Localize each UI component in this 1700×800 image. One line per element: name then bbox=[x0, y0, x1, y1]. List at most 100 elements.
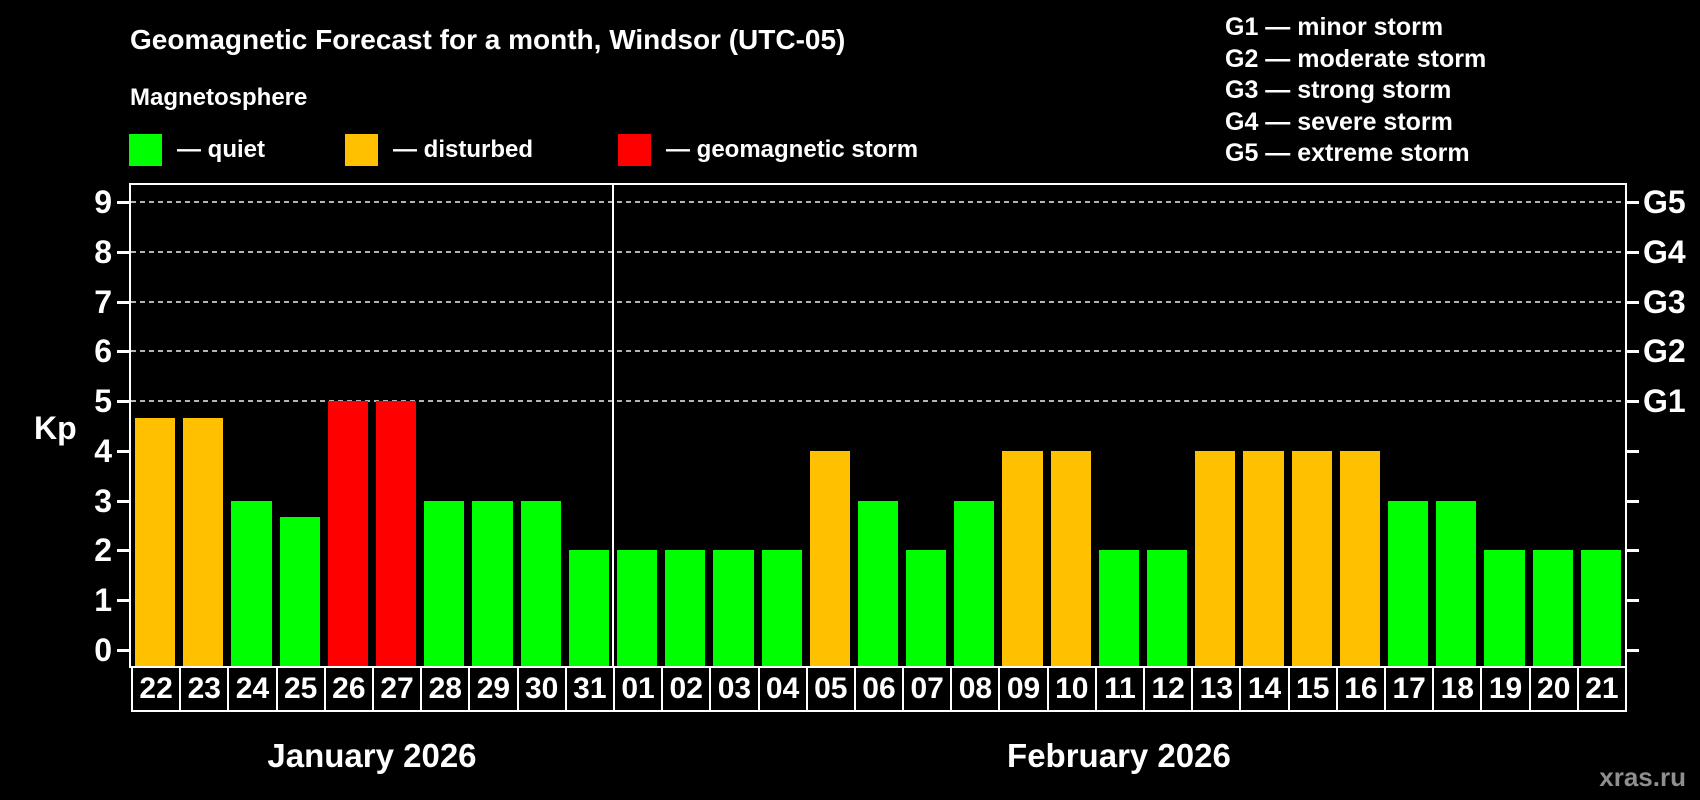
legend-label-disturbed: — disturbed bbox=[393, 135, 534, 163]
day-label-box: 21 bbox=[1576, 666, 1627, 712]
kp-bar-day-10 bbox=[1050, 450, 1091, 666]
y-axis-tick-right-4 bbox=[1627, 449, 1639, 453]
day-label-box: 12 bbox=[1143, 666, 1194, 712]
storm-color-swatch bbox=[618, 133, 651, 166]
y-axis-label-1: 1 bbox=[94, 582, 112, 619]
g-scale-label-G4: G4 bbox=[1643, 233, 1686, 270]
quiet-color-swatch bbox=[129, 133, 162, 166]
kp-bar-day-04 bbox=[761, 550, 802, 666]
y-axis-tick-right-2 bbox=[1627, 549, 1639, 553]
y-axis-tick-left-2 bbox=[117, 549, 129, 553]
y-axis-tick-left-5 bbox=[117, 400, 129, 404]
day-label-box: 04 bbox=[757, 666, 808, 712]
y-axis-tick-left-3 bbox=[117, 499, 129, 503]
y-axis-tick-right-9 bbox=[1627, 200, 1639, 204]
day-label-box: 23 bbox=[179, 666, 230, 712]
legend-item-quiet: — quiet bbox=[129, 133, 265, 166]
legend-item-disturbed: — disturbed bbox=[345, 133, 533, 166]
grid-line-kp-9 bbox=[131, 200, 1625, 203]
kp-bar-day-02 bbox=[665, 550, 706, 666]
y-axis-tick-left-1 bbox=[117, 599, 129, 603]
bar-state-legend: — quiet — disturbed — geomagnetic storm bbox=[0, 133, 1100, 169]
storm-scale-line-g4: G4 — severe storm bbox=[1225, 107, 1453, 136]
day-label-box: 28 bbox=[420, 666, 471, 712]
kp-bar-day-26 bbox=[327, 401, 368, 666]
grid-line-kp-6 bbox=[131, 350, 1625, 353]
day-label-box: 03 bbox=[709, 666, 760, 712]
kp-bar-day-08 bbox=[954, 500, 995, 666]
y-axis-tick-right-1 bbox=[1627, 599, 1639, 603]
kp-bar-day-14 bbox=[1243, 450, 1284, 666]
month-divider-line bbox=[611, 183, 614, 668]
kp-bar-day-15 bbox=[1291, 450, 1332, 666]
y-axis-tick-right-6 bbox=[1627, 350, 1639, 354]
y-axis-tick-left-7 bbox=[117, 300, 129, 304]
day-label-box: 31 bbox=[564, 666, 615, 712]
storm-scale-line-g2: G2 — moderate storm bbox=[1225, 44, 1487, 73]
y-axis-tick-right-0 bbox=[1627, 649, 1639, 652]
month-label-february: February 2026 bbox=[1007, 737, 1231, 774]
y-axis-label-7: 7 bbox=[94, 283, 112, 320]
plot-border-right bbox=[1625, 183, 1627, 668]
storm-scale-legend: G1 — minor storm G2 — moderate storm G3 — … bbox=[1225, 12, 1486, 170]
y-axis-label-6: 6 bbox=[94, 333, 112, 370]
day-label-box: 20 bbox=[1528, 666, 1579, 712]
kp-bar-day-13 bbox=[1195, 450, 1236, 666]
kp-bar-day-25 bbox=[279, 517, 320, 666]
legend-item-storm: — geomagnetic storm bbox=[618, 133, 918, 166]
y-axis-label-3: 3 bbox=[94, 482, 112, 519]
y-axis-title: Kp bbox=[34, 410, 77, 446]
kp-bar-day-07 bbox=[906, 550, 947, 666]
kp-bar-day-11 bbox=[1098, 550, 1140, 666]
plot-border-left bbox=[129, 183, 131, 668]
y-axis-tick-left-6 bbox=[117, 350, 129, 354]
y-axis-tick-right-5 bbox=[1627, 400, 1639, 404]
day-label-box: 27 bbox=[371, 666, 423, 712]
g-scale-label-G5: G5 bbox=[1643, 183, 1686, 220]
kp-bar-day-22 bbox=[135, 417, 176, 666]
day-label-box: 15 bbox=[1287, 666, 1338, 712]
day-label-box: 07 bbox=[902, 666, 953, 712]
y-axis-tick-right-7 bbox=[1627, 300, 1639, 304]
day-label-box: 11 bbox=[1094, 666, 1146, 712]
y-axis-label-5: 5 bbox=[94, 383, 112, 420]
y-axis-tick-left-9 bbox=[117, 200, 129, 204]
day-label-box: 14 bbox=[1239, 666, 1290, 712]
kp-bar-day-24 bbox=[231, 500, 272, 666]
kp-bar-day-16 bbox=[1339, 450, 1381, 666]
kp-bar-day-29 bbox=[472, 500, 513, 666]
day-label-box: 26 bbox=[323, 666, 374, 712]
chart-subtitle: Magnetosphere bbox=[130, 84, 308, 111]
y-axis-tick-left-0 bbox=[117, 649, 129, 652]
g-scale-label-G2: G2 bbox=[1643, 333, 1686, 370]
kp-bar-day-28 bbox=[424, 500, 465, 666]
legend-label-quiet: — quiet bbox=[177, 135, 265, 163]
kp-bar-day-06 bbox=[857, 500, 899, 666]
y-axis-tick-left-8 bbox=[117, 250, 129, 254]
watermark: xras.ru bbox=[1599, 762, 1686, 792]
day-label-box: 05 bbox=[805, 666, 856, 712]
day-label-box: 01 bbox=[612, 666, 664, 712]
chart-title: Geomagnetic Forecast for a month, Windso… bbox=[130, 24, 846, 55]
y-axis-label-2: 2 bbox=[94, 532, 112, 569]
disturbed-color-swatch bbox=[345, 133, 378, 166]
g-scale-label-G3: G3 bbox=[1643, 283, 1686, 320]
kp-bar-day-05 bbox=[809, 450, 850, 666]
day-label-box: 22 bbox=[131, 666, 182, 712]
legend-label-storm: — geomagnetic storm bbox=[666, 135, 919, 163]
y-axis-label-8: 8 bbox=[94, 233, 112, 270]
y-axis-label-0: 0 bbox=[94, 632, 112, 668]
kp-bar-day-20 bbox=[1532, 550, 1573, 666]
kp-bar-day-17 bbox=[1388, 500, 1429, 666]
kp-bar-day-31 bbox=[568, 550, 609, 666]
grid-line-kp-7 bbox=[131, 300, 1625, 303]
kp-bar-day-21 bbox=[1580, 550, 1621, 666]
kp-bar-day-09 bbox=[1002, 450, 1043, 666]
day-label-box: 08 bbox=[950, 666, 1001, 712]
kp-bar-day-03 bbox=[713, 550, 754, 666]
kp-bar-day-23 bbox=[183, 417, 224, 666]
grid-line-kp-5 bbox=[131, 400, 1625, 403]
y-axis-label-4: 4 bbox=[94, 432, 112, 469]
grid-line-kp-8 bbox=[131, 250, 1625, 253]
